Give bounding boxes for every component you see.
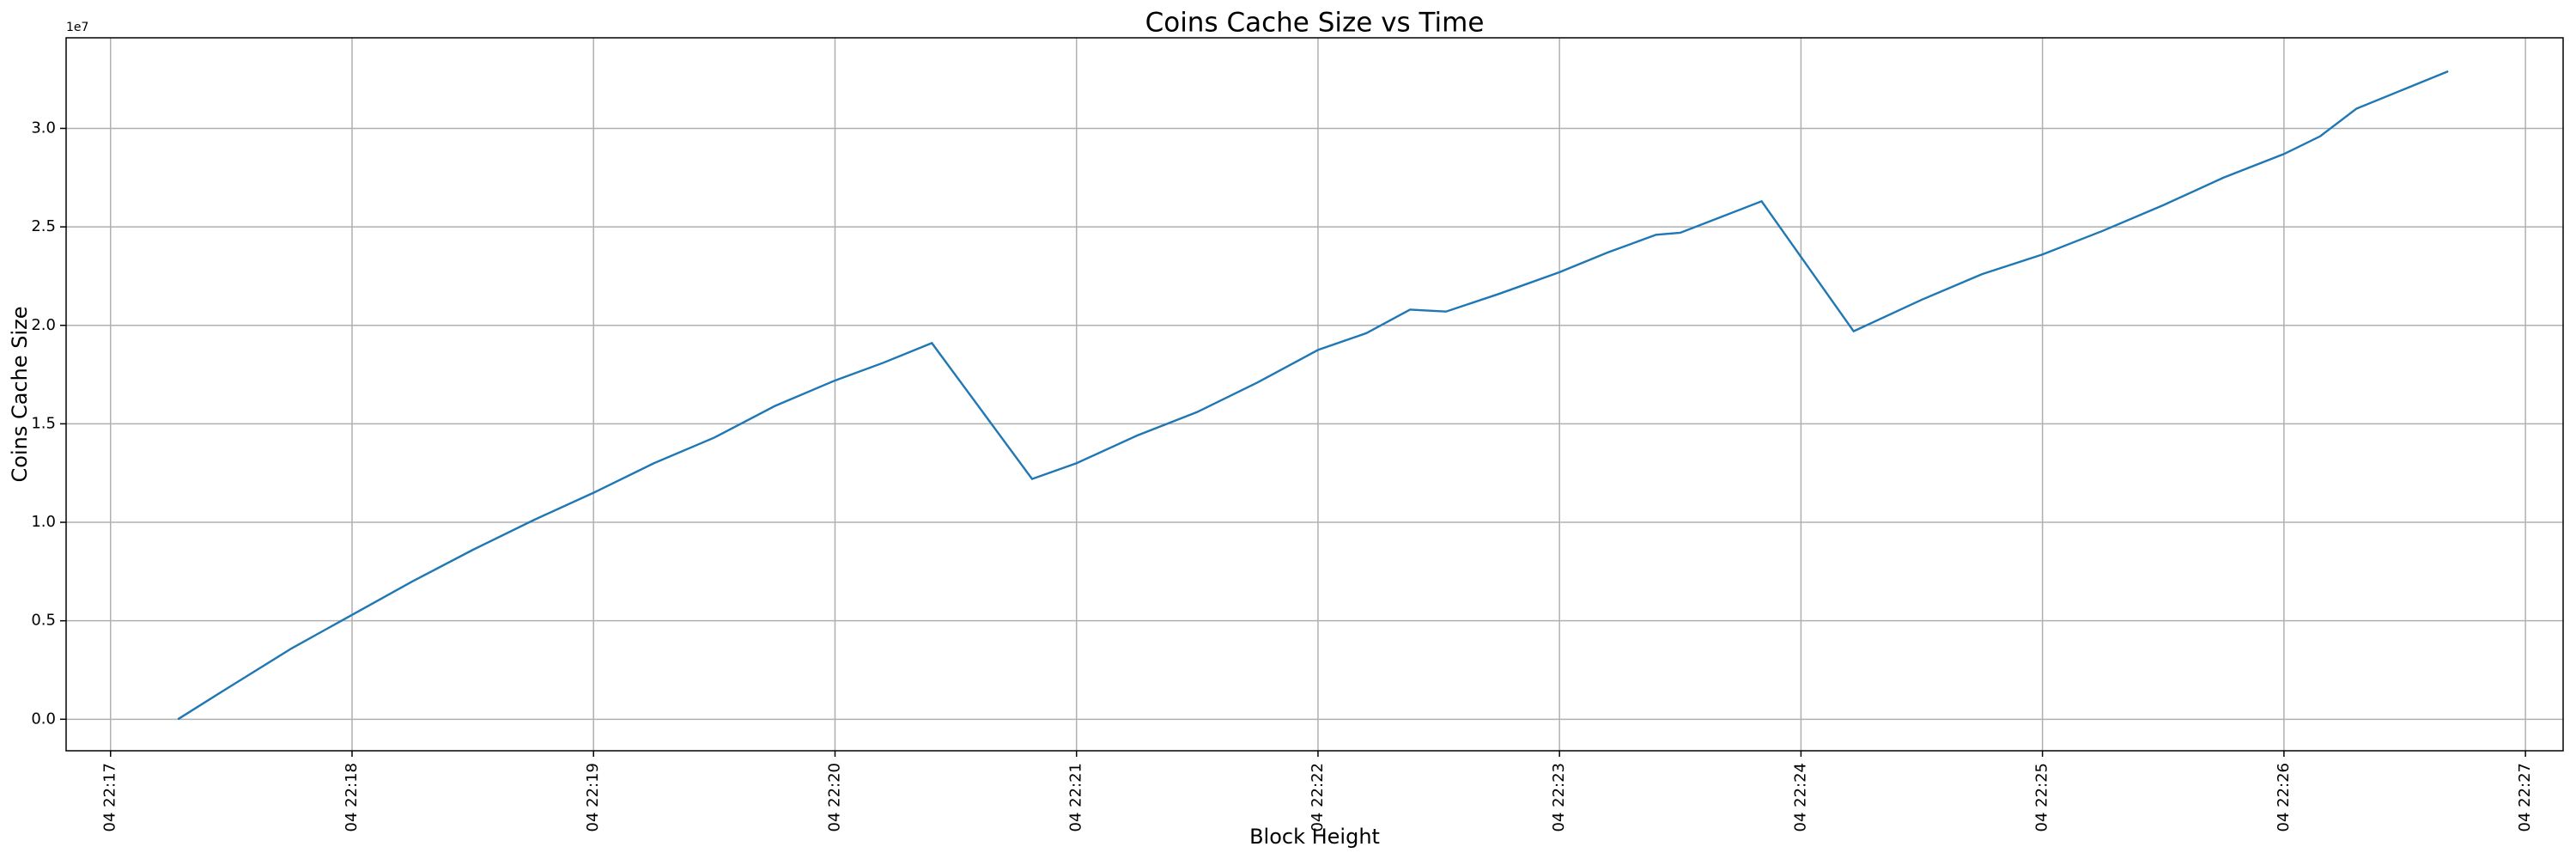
- y-offset-label: 1e7: [66, 21, 88, 34]
- plot-frame: [65, 37, 2564, 752]
- y-tick-label: 2.5: [31, 217, 56, 235]
- y-tick-label: 0.5: [31, 612, 56, 630]
- x-tick-label: 04 22:24: [1791, 763, 1809, 832]
- y-tick-label: 1.0: [31, 513, 56, 531]
- y-tick-label: 2.0: [31, 316, 56, 334]
- x-tick-label: 04 22:20: [825, 763, 843, 832]
- x-tick-label: 04 22:21: [1067, 763, 1085, 832]
- x-axis-label: Block Height: [1249, 825, 1380, 849]
- data-line: [177, 70, 2449, 721]
- y-axis-label: Coins Cache Size: [8, 307, 32, 483]
- x-tick-label: 04 22:27: [2516, 763, 2534, 832]
- x-tick-label: 04 22:19: [584, 763, 602, 832]
- x-tick-label: 04 22:17: [101, 763, 119, 832]
- chart-title: Coins Cache Size vs Time: [1145, 8, 1485, 39]
- x-tick-label: 04 22:25: [2033, 763, 2051, 832]
- x-tick-label: 04 22:26: [2275, 763, 2293, 832]
- y-tick-label: 0.0: [31, 710, 56, 728]
- x-tick-label: 04 22:22: [1309, 763, 1327, 832]
- x-tick-label: 04 22:18: [343, 763, 361, 832]
- y-tick-label: 3.0: [31, 119, 56, 137]
- x-tick-label: 04 22:23: [1550, 763, 1568, 832]
- y-tick-label: 1.5: [31, 414, 56, 432]
